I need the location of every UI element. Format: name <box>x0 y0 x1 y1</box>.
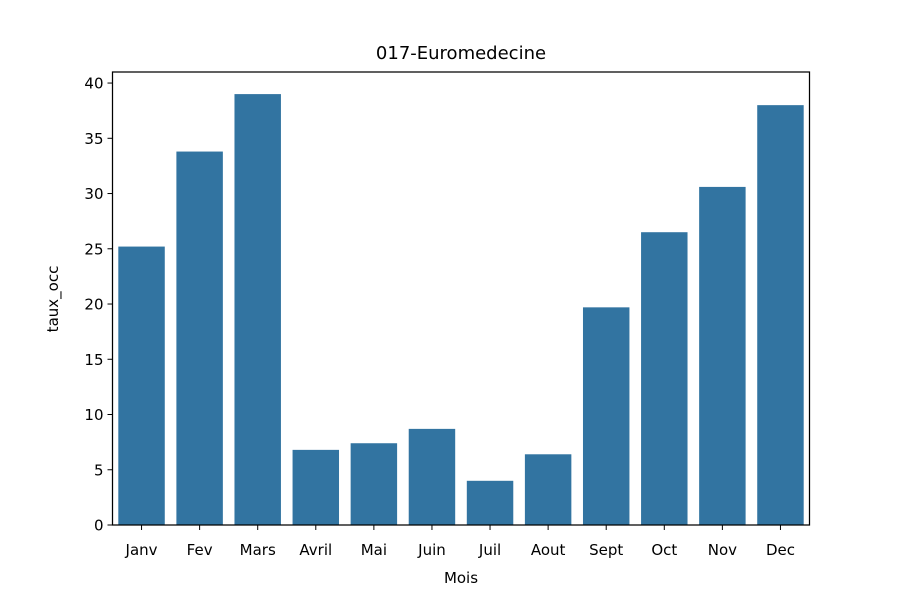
x-tick-label: Juin <box>417 541 446 559</box>
plot-frame <box>111 71 811 526</box>
y-tick-label: 30 <box>84 185 103 203</box>
y-tick-label: 10 <box>84 406 103 424</box>
bar-dec <box>757 105 804 526</box>
y-tick-label: 35 <box>84 130 103 148</box>
x-tick-label: Mars <box>240 541 276 559</box>
y-tick-label: 0 <box>94 517 104 535</box>
x-tick-label: Oct <box>651 541 677 559</box>
bar-aout <box>524 454 572 525</box>
y-tick-label: 25 <box>84 240 103 258</box>
bar-mars <box>234 94 281 525</box>
bar-mai <box>350 443 398 525</box>
bar-sept <box>582 307 630 525</box>
bar-juil <box>466 480 514 525</box>
x-tick-label: Sept <box>589 541 623 559</box>
bars-group <box>118 94 804 526</box>
bar-avril <box>292 449 340 525</box>
y-tick-label: 15 <box>84 351 103 369</box>
y-tick-label: 5 <box>94 461 104 479</box>
x-tick-label: Juil <box>478 541 501 559</box>
x-tick-label: Mai <box>361 541 387 559</box>
y-tick-label: 20 <box>84 296 103 314</box>
y-axis-ticks: 0 5 10 15 20 25 30 35 40 <box>84 75 113 535</box>
x-tick-label: Dec <box>766 541 795 559</box>
y-tick-label: 40 <box>84 75 103 93</box>
bar-fev <box>176 151 223 526</box>
bar-janv <box>118 246 165 525</box>
y-axis-title: taux_occ <box>44 266 63 333</box>
x-axis-title: Mois <box>444 569 478 587</box>
bar-nov <box>699 186 746 525</box>
bar-oct <box>641 232 688 525</box>
x-tick-label: Janv <box>125 541 158 559</box>
x-tick-label: Aout <box>531 541 566 559</box>
chart-title: 017-Euromedecine <box>376 43 546 64</box>
bar-juin <box>408 428 456 525</box>
x-tick-label: Fev <box>187 541 213 559</box>
x-tick-label: Nov <box>708 541 737 559</box>
x-axis-ticks: Janv Fev Mars Avril Mai Juin Juil Aout Sept Oct No… <box>125 525 795 559</box>
x-tick-label: Avril <box>299 541 332 559</box>
